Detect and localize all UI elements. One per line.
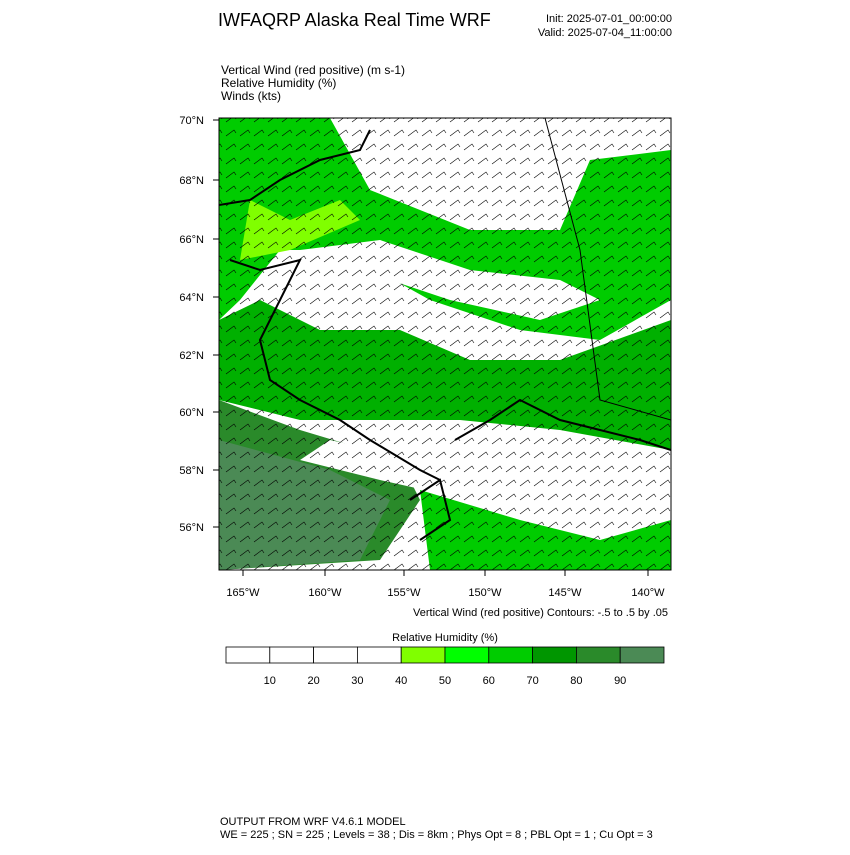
colorbar-box (313, 646, 358, 664)
colorbar-label: 40 (395, 675, 407, 687)
title: IWFAQRP Alaska Real Time WRF (218, 10, 491, 30)
lon-label: 160°W (308, 587, 342, 599)
field-label: Relative Humidity (%) (221, 76, 336, 90)
lon-label: 155°W (387, 587, 421, 599)
lat-label: 60°N (179, 407, 204, 419)
colorbar-label: 80 (570, 675, 582, 687)
lat-label: 56°N (179, 522, 204, 534)
colorbar-box (356, 646, 402, 664)
colorbar-box (488, 646, 533, 664)
lat-label: 64°N (179, 292, 204, 304)
colorbar-box (269, 646, 314, 664)
lat-label: 70°N (179, 115, 204, 127)
colorbar-box (532, 646, 577, 664)
map-field (219, 118, 671, 570)
field-label: Vertical Wind (red positive) (m s-1) (221, 63, 405, 77)
colorbar-box (576, 646, 621, 664)
lat-label: 58°N (179, 465, 204, 477)
lon-label: 150°W (468, 587, 502, 599)
colorbar-box (400, 646, 446, 664)
init-time: Init: 2025-07-01_00:00:00 (546, 13, 672, 25)
colorbar-label: 60 (483, 675, 495, 687)
colorbar-label: 10 (264, 675, 276, 687)
colorbar-box (619, 646, 665, 664)
field-label: Winds (kts) (221, 89, 281, 103)
footer-line: WE = 225 ; SN = 225 ; Levels = 38 ; Dis … (220, 829, 653, 841)
map-frame (218, 117, 672, 571)
lat-label: 68°N (179, 175, 204, 187)
colorbar-label: 90 (614, 675, 626, 687)
lon-label: 165°W (226, 587, 260, 599)
lon-label: 145°W (548, 587, 582, 599)
lat-label: 62°N (179, 350, 204, 362)
colorbar-label: 70 (526, 675, 538, 687)
colorbar-box (225, 646, 271, 664)
colorbar-label: 50 (439, 675, 451, 687)
lon-label: 140°W (631, 587, 665, 599)
lat-label: 66°N (179, 234, 204, 246)
colorbar-label: 20 (307, 675, 319, 687)
footer-line: OUTPUT FROM WRF V4.6.1 MODEL (220, 816, 406, 828)
colorbar-title: Relative Humidity (%) (392, 632, 498, 644)
colorbar-label: 30 (351, 675, 363, 687)
contour-note: Vertical Wind (red positive) Contours: -… (413, 607, 668, 619)
colorbar-box (444, 646, 490, 664)
valid-time: Valid: 2025-07-04_11:00:00 (538, 27, 672, 39)
